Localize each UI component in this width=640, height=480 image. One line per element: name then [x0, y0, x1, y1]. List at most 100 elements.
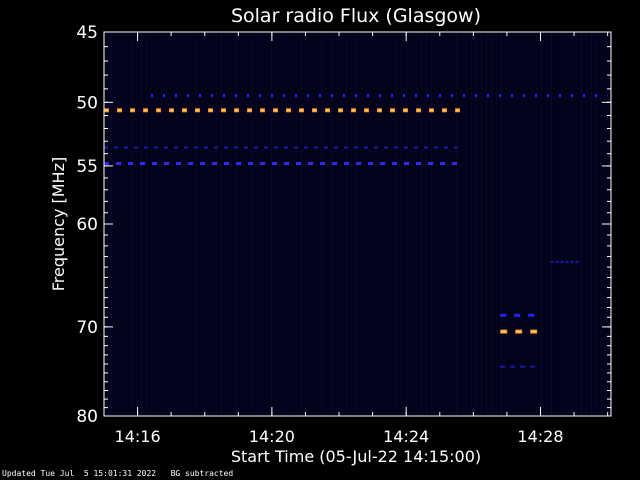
band-segment [475, 94, 477, 98]
noise-column [206, 33, 207, 415]
y-axis-label: Frequency [MHz] [49, 157, 68, 291]
noise-column [356, 33, 357, 415]
band-segment [283, 94, 285, 98]
noise-column [556, 33, 557, 415]
band-core [365, 109, 368, 112]
noise-column [531, 33, 532, 415]
band-core [274, 109, 277, 112]
noise-column [271, 33, 272, 415]
band-segment [414, 146, 418, 149]
band-segment [247, 94, 249, 98]
band-segment [212, 162, 217, 165]
band-segment [223, 94, 225, 98]
noise-column [436, 33, 437, 415]
band-core [391, 109, 394, 112]
band-core [105, 109, 108, 112]
emission-bands [104, 94, 608, 368]
noise-column [441, 33, 442, 415]
band-54.8-mhz [104, 162, 457, 165]
background-noise [106, 33, 607, 415]
band-core [352, 109, 355, 112]
band-segment [343, 94, 345, 98]
noise-column [261, 33, 262, 415]
band-segment [307, 94, 309, 98]
noise-column [246, 33, 247, 415]
band-68.8-mhz [500, 313, 535, 317]
noise-column [571, 33, 572, 415]
band-segment [520, 365, 526, 368]
band-segment [128, 162, 133, 165]
band-segment [244, 146, 248, 149]
noise-column [506, 33, 507, 415]
noise-column [481, 33, 482, 415]
band-segment [294, 146, 298, 149]
band-segment [595, 94, 597, 98]
x-tick-label: 14:20 [249, 427, 295, 446]
noise-column [146, 33, 147, 415]
band-segment [575, 260, 579, 263]
band-63.5-mhz [550, 260, 581, 263]
noise-column [461, 33, 462, 415]
band-segment [500, 365, 506, 368]
noise-column [286, 33, 287, 415]
band-core [287, 109, 290, 112]
band-segment [188, 162, 193, 165]
band-segment [500, 313, 507, 317]
noise-column [326, 33, 327, 415]
band-segment [214, 146, 218, 149]
band-core [144, 109, 147, 112]
noise-column [416, 33, 417, 415]
noise-column [306, 33, 307, 415]
band-segment [559, 94, 561, 98]
band-segment [254, 146, 258, 149]
band-segment [295, 94, 297, 98]
band-segment [164, 146, 168, 149]
noise-column [521, 33, 522, 415]
noise-column [276, 33, 277, 415]
band-segment [308, 162, 313, 165]
band-segment [124, 146, 128, 149]
noise-column [226, 33, 227, 415]
noise-column [576, 33, 577, 415]
noise-column [321, 33, 322, 415]
band-segment [154, 146, 158, 149]
band-segment [424, 146, 428, 149]
updated-timestamp: Updated Tue Jul 5 15:01:31 2022 [2, 469, 157, 478]
y-tick-label: 80 [76, 407, 98, 427]
band-segment [104, 146, 108, 149]
band-segment [368, 162, 373, 165]
noise-column [151, 33, 152, 415]
band-segment [199, 94, 201, 98]
band-segment [555, 260, 559, 263]
noise-column [401, 33, 402, 415]
noise-column [136, 33, 137, 415]
noise-column [456, 33, 457, 415]
noise-column [116, 33, 117, 415]
noise-column [181, 33, 182, 415]
band-segment [174, 146, 178, 149]
band-segment [499, 94, 501, 98]
noise-column [596, 33, 597, 415]
noise-column [511, 33, 512, 415]
noise-column [121, 33, 122, 415]
band-segment [116, 162, 121, 165]
x-tick-label: 14:16 [115, 427, 161, 446]
noise-column [476, 33, 477, 415]
y-tick-label: 60 [76, 215, 98, 235]
band-segment [487, 94, 489, 98]
band-core [501, 330, 507, 333]
noise-column [361, 33, 362, 415]
x-tick-label: 14:28 [517, 427, 563, 446]
noise-column [396, 33, 397, 415]
noise-column [166, 33, 167, 415]
band-segment [367, 94, 369, 98]
noise-column [186, 33, 187, 415]
band-core [516, 330, 522, 333]
noise-column [266, 33, 267, 415]
band-segment [144, 146, 148, 149]
noise-column [161, 33, 162, 415]
band-segment [379, 94, 381, 98]
band-segment [570, 260, 574, 263]
band-segment [547, 94, 549, 98]
